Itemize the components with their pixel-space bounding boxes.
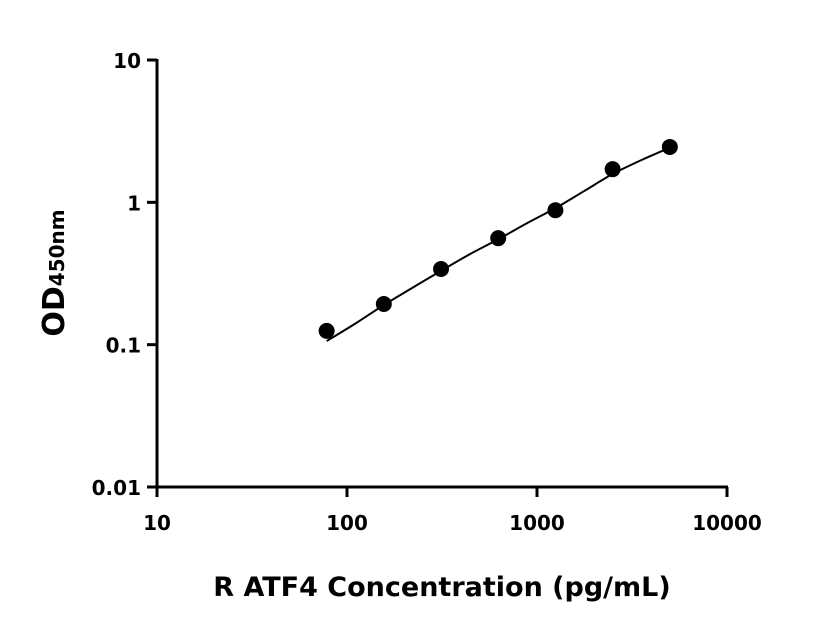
y-tick-label: 10 bbox=[113, 49, 141, 73]
y-tick-label: 0.01 bbox=[92, 476, 141, 500]
axes: 10 100 1000 10000 0.01 0.1 1 10 bbox=[92, 49, 762, 535]
data-point bbox=[318, 322, 335, 339]
y-axis-label-sub: 450nm bbox=[45, 209, 69, 286]
data-point bbox=[375, 296, 392, 313]
x-tick-label: 100 bbox=[326, 511, 368, 535]
y-tick-label: 0.1 bbox=[106, 334, 141, 358]
data-point bbox=[661, 138, 678, 155]
y-axis-label-main: OD bbox=[37, 286, 72, 336]
x-tick-label: 10000 bbox=[692, 511, 762, 535]
y-axis-label: OD450nm bbox=[37, 209, 72, 336]
data-points bbox=[318, 138, 678, 339]
data-point bbox=[604, 161, 621, 178]
data-point bbox=[490, 230, 507, 247]
x-tick-label: 1000 bbox=[509, 511, 565, 535]
y-tick-label: 1 bbox=[127, 191, 141, 215]
x-tick-label: 10 bbox=[143, 511, 171, 535]
x-axis-label: R ATF4 Concentration (pg/mL) bbox=[213, 572, 670, 603]
data-point bbox=[433, 261, 450, 278]
data-point bbox=[547, 202, 564, 219]
